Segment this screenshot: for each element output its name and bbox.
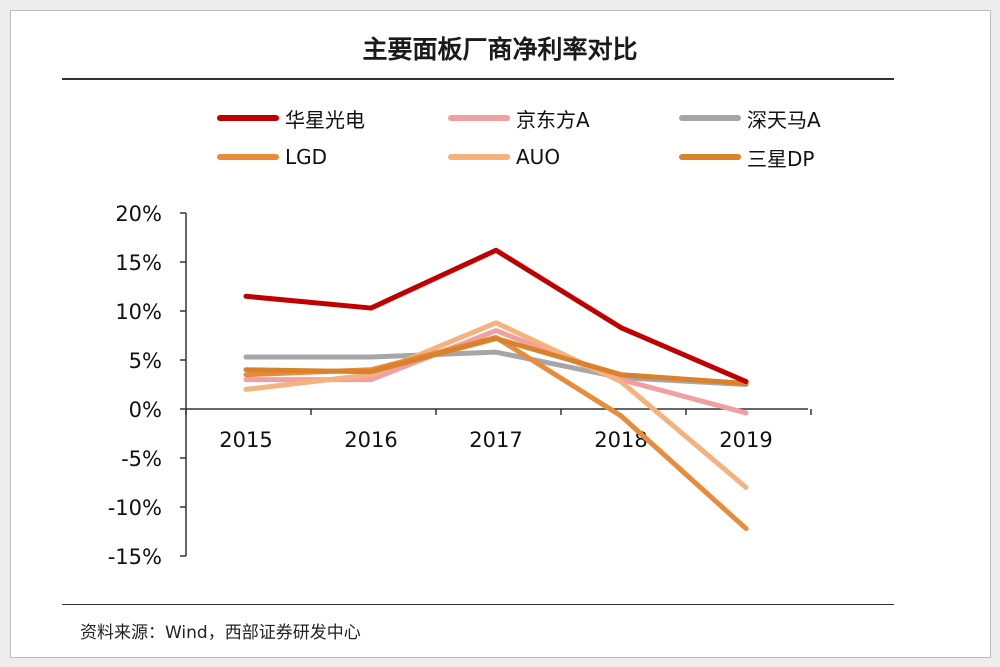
legend-swatch: [448, 115, 510, 121]
series-line-1: [243, 247, 749, 385]
legend-label: AUO: [516, 145, 561, 169]
legend-item: 华星光电: [217, 106, 365, 132]
source-divider: [62, 604, 894, 605]
legend-label: 京东方A: [516, 107, 590, 132]
y-tick-label: 5%: [129, 349, 162, 373]
legend-swatch: [217, 154, 279, 160]
legend-label: 华星光电: [285, 107, 365, 132]
legend-label: 三星DP: [747, 146, 815, 171]
title-divider: [62, 78, 894, 80]
source-note: 资料来源：Wind，西部证券研发中心: [80, 623, 361, 643]
x-tick-label: 2019: [719, 428, 772, 452]
y-tick-label: -15%: [108, 545, 162, 569]
x-tick-label: 2017: [469, 428, 522, 452]
y-tick-label: 0%: [129, 398, 162, 422]
legend-swatch: [217, 115, 279, 121]
legend-item: 深天马A: [679, 106, 821, 132]
legend-swatch: [679, 115, 741, 121]
legend-item: 京东方A: [448, 106, 590, 132]
legend-item: LGD: [217, 145, 327, 169]
legend-label: LGD: [285, 145, 328, 169]
x-tick-label: 2016: [344, 428, 397, 452]
legend-label: 深天马A: [747, 107, 821, 132]
legend-swatch: [679, 154, 741, 160]
y-tick-label: -10%: [108, 496, 162, 520]
series-line-5: [243, 320, 749, 490]
legend-item: 三星DP: [679, 145, 815, 171]
legend-item: AUO: [448, 145, 560, 169]
x-tick-label: 2015: [219, 428, 272, 452]
y-tick-label: 20%: [115, 202, 162, 226]
y-tick-label: 15%: [115, 251, 162, 275]
series-line-6: [243, 335, 749, 387]
chart-title: 主要面板厂商净利率对比: [362, 35, 638, 64]
y-tick-label: 10%: [115, 300, 162, 324]
legend-swatch: [448, 154, 510, 160]
y-tick-label: -5%: [121, 447, 162, 471]
